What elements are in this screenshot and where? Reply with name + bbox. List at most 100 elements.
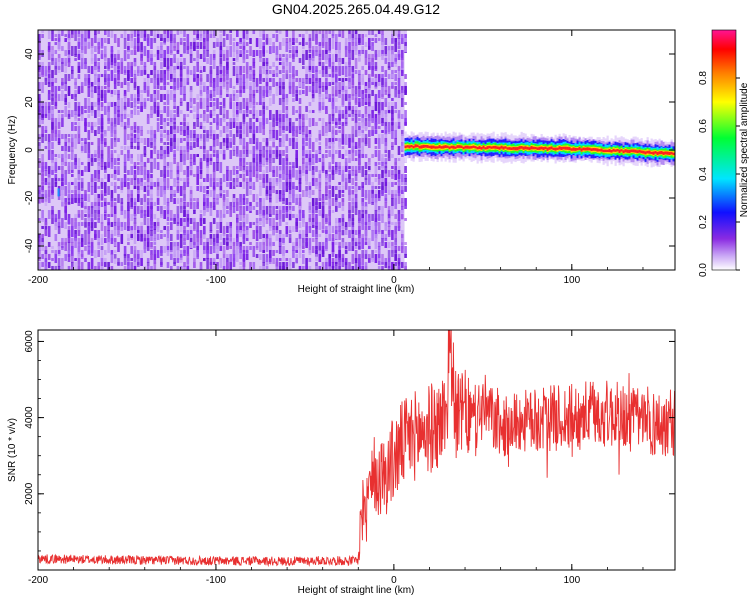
noise-cell [384, 38, 388, 45]
signal-cell [664, 151, 667, 155]
noise-cell [104, 210, 107, 216]
noise-cell [282, 102, 285, 113]
noise-cell [64, 170, 67, 174]
noise-cell [97, 150, 100, 161]
noise-cell [183, 250, 186, 256]
noise-cell [209, 70, 213, 74]
noise-cell [236, 90, 239, 93]
noise-cell [404, 122, 407, 126]
noise-cell [232, 238, 236, 244]
noise-cell [252, 158, 256, 163]
noise-cell [331, 78, 335, 85]
noise-cell [87, 86, 91, 97]
noise-cell [209, 126, 213, 133]
noise-cell [77, 158, 81, 167]
noise-cell [236, 166, 239, 169]
noise-cell [269, 194, 272, 199]
noise-cell [130, 114, 133, 118]
noise-cell [176, 106, 180, 117]
noise-cell [229, 150, 232, 159]
colorbar: 0.00.20.40.60.8 Normalized spectral ampl… [698, 29, 750, 277]
noise-cell [351, 214, 355, 221]
noise-cell [321, 158, 325, 162]
noise-cell [222, 238, 226, 245]
noise-cell [262, 242, 265, 253]
noise-cell [361, 130, 364, 133]
noise-cell [117, 186, 120, 189]
noise-cell [328, 234, 331, 241]
noise-cell [51, 70, 54, 78]
noise-cell [358, 158, 361, 164]
noise-cell [391, 142, 394, 147]
noise-cell [57, 258, 61, 267]
noise-cell [133, 254, 137, 260]
noise-cell [354, 250, 358, 261]
noise-cell [71, 242, 74, 249]
noise-cell [259, 230, 262, 239]
noise-cell [351, 118, 355, 121]
noise-cell [288, 234, 292, 238]
noise-cell [311, 66, 315, 73]
noise-cell [226, 138, 229, 148]
noise-cell [104, 54, 107, 61]
noise-cell [173, 110, 176, 113]
noise-cell [338, 66, 341, 76]
noise-cell [288, 226, 292, 230]
noise-cell [265, 234, 269, 239]
noise-cell [381, 118, 384, 123]
noise-cell [368, 82, 371, 90]
noise-cell [107, 222, 110, 225]
noise-cell [259, 186, 262, 196]
noise-cell [209, 174, 213, 181]
noise-cell [163, 94, 166, 100]
noise-cell [206, 158, 209, 162]
noise-cell [259, 86, 262, 94]
noise-cell [269, 66, 272, 69]
noise-cell [275, 194, 279, 203]
noise-cell [74, 126, 77, 131]
noise-cell [186, 258, 190, 269]
signal-cell [594, 148, 597, 151]
noise-cell [64, 106, 67, 117]
noise-cell [110, 266, 114, 270]
noise-cell [302, 162, 305, 173]
noise-cell [123, 130, 127, 134]
noise-cell [232, 150, 236, 156]
noise-cell [38, 34, 41, 42]
noise-cell [328, 210, 331, 216]
noise-cell [100, 138, 104, 146]
noise-cell [203, 186, 206, 193]
noise-cell [308, 118, 312, 127]
noise-cell [321, 198, 325, 203]
noise-cell [41, 34, 44, 38]
noise-cell [179, 178, 183, 181]
noise-cell [170, 134, 173, 138]
noise-cell [354, 30, 358, 34]
noise-cell [199, 126, 203, 129]
noise-cell [335, 50, 338, 57]
noise-cell [259, 210, 262, 216]
noise-cell [222, 138, 226, 143]
noise-cell [170, 126, 173, 134]
noise-cell [331, 102, 335, 109]
noise-cell [41, 50, 44, 54]
noise-cell [120, 66, 124, 74]
noise-cell [325, 82, 328, 89]
noise-cell [377, 138, 381, 149]
noise-cell [364, 170, 368, 175]
noise-cell [308, 182, 312, 189]
noise-cell [341, 262, 345, 266]
noise-cell [298, 114, 302, 119]
noise-cell [57, 134, 61, 137]
noise-cell [67, 34, 71, 39]
noise-cell [259, 110, 262, 116]
noise-cell [176, 198, 180, 204]
noise-cell [381, 166, 384, 173]
noise-cell [176, 246, 180, 251]
noise-cell [377, 194, 381, 201]
noise-cell [384, 90, 388, 95]
noise-cell [140, 130, 143, 136]
noise-cell [255, 102, 259, 105]
noise-cell [302, 82, 305, 89]
